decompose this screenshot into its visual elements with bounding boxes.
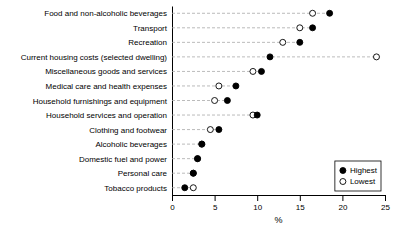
point [280,39,286,45]
point [310,10,316,16]
y-tick: Clothing and footwear [89,126,172,135]
y-tick: Food and non-alcoholic beverages [44,9,172,18]
x-tick-mark [257,195,258,201]
y-axis-line [172,7,173,196]
x-tick-mark [385,195,386,201]
point [195,156,201,162]
point [190,185,196,191]
legend-label: Highest [350,166,378,175]
leader-line [172,85,236,86]
point [199,141,205,147]
y-tick-label: Personal care [118,169,168,178]
y-tick-label: Miscellaneous goods and services [45,67,167,76]
x-tick: 0 [170,195,175,212]
point [297,25,303,31]
x-tick-label: 25 [381,203,390,212]
point [327,10,333,16]
point [207,127,213,133]
legend-item: Highest [340,166,378,175]
legend-marker [340,179,346,185]
plot-area: 0 5 10 15 20 25 Food and non-alcoholic beverag… [21,7,391,212]
y-tick: Household furnishings and equipment [33,97,172,106]
y-tick: Alcoholic beverages [95,140,172,149]
point [216,83,222,89]
x-axis-line [173,196,386,202]
point [182,185,188,191]
y-tick-label: Transport [133,24,168,33]
y-tick-label: Alcoholic beverages [95,140,167,149]
point [373,54,379,60]
x-tick-label: 15 [296,203,305,212]
y-axis: Food and non-alcoholic beverages Transpor… [21,7,173,196]
point [224,98,230,104]
legend-marker [340,168,346,174]
point [250,68,256,74]
point [233,83,239,89]
leader-line [172,144,202,145]
y-tick-label: Clothing and footwear [89,126,167,135]
y-tick: Miscellaneous goods and services [45,67,172,76]
leader-line [172,158,198,159]
chart: 0 5 10 15 20 25 Food and non-alcoholic beverag… [0,0,397,227]
x-tick-label: 0 [170,203,175,212]
y-tick-label: Household furnishings and equipment [33,97,168,106]
y-tick: Recreation [128,38,172,47]
y-tick: Household services and operation [46,111,172,120]
x-tick: 5 [213,195,218,212]
series-points [182,10,333,190]
x-tick: 25 [381,195,390,212]
point [254,112,260,118]
point [195,156,201,162]
legend-frame [335,161,381,191]
y-tick: Personal care [118,169,172,178]
x-tick: 10 [253,195,262,212]
x-tick-mark [300,195,301,201]
y-tick-label: Food and non-alcoholic beverages [44,9,167,18]
point [310,25,316,31]
leader-line [172,115,257,116]
point [190,170,196,176]
point [297,39,303,45]
point [212,98,218,104]
y-tick-label: Domestic fuel and power [79,155,167,164]
leader-line [172,27,313,28]
x-tick-label: 10 [253,203,262,212]
legend-label: Lowest [350,177,376,186]
y-tick-label: Medical care and health expenses [46,82,167,91]
x-axis-title: % [274,215,282,225]
y-tick-label: Recreation [128,38,167,47]
point [216,127,222,133]
legend: Highest Lowest [335,161,381,191]
x-tick-mark [215,195,216,201]
x-tick: 15 [296,195,305,212]
y-tick-label: Current housing costs (selected dwelling… [21,53,168,62]
y-tick: Transport [133,24,172,33]
point [199,141,205,147]
x-tick: 20 [338,195,347,212]
y-tick: Domestic fuel and power [79,155,172,164]
point [190,170,196,176]
y-tick-label: Household services and operation [46,111,167,120]
y-tick-label: Tobacco products [104,184,167,193]
y-tick: Current housing costs (selected dwelling… [21,53,172,62]
chart-container: 0 5 10 15 20 25 Food and non-alcoholic beverag… [0,0,397,227]
x-tick-mark [172,195,173,201]
y-tick: Medical care and health expenses [46,82,172,91]
x-tick-mark [342,195,343,201]
leader-line [172,13,330,14]
y-tick: Tobacco products [104,184,172,193]
leader-line [172,100,227,101]
x-axis: 0 5 10 15 20 25 [170,195,390,212]
legend-item: Lowest [340,177,376,186]
x-tick-label: 5 [213,203,218,212]
point [258,68,264,74]
leader-line [172,56,376,57]
leader-line [172,71,261,72]
point [267,54,273,60]
x-tick-label: 20 [338,203,347,212]
